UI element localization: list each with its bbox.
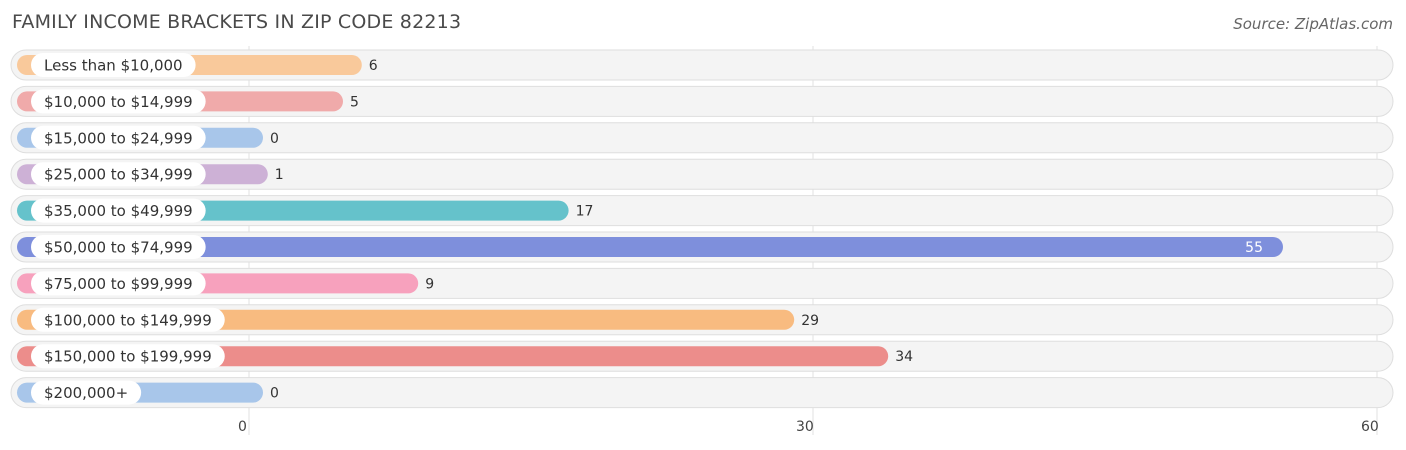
category-label-pill [31, 235, 206, 259]
bar-row: $150,000 to $199,999 34 [10, 340, 1394, 372]
category-label-pill [31, 53, 196, 77]
bar-row: $10,000 to $14,999 5 [10, 85, 1394, 117]
category-label: $10,000 to $14,999 [44, 93, 193, 111]
category-label: $75,000 to $99,999 [44, 275, 193, 293]
bar-track [10, 85, 1394, 117]
bar-track [10, 122, 1394, 154]
category-label: $25,000 to $34,999 [44, 166, 193, 184]
category-label-pill [31, 307, 225, 332]
value-label: 6 [369, 58, 378, 74]
category-label: $15,000 to $24,999 [44, 129, 193, 147]
category-label-pill [31, 89, 206, 114]
category-label-pill [31, 271, 206, 296]
category-label-pill [31, 125, 206, 150]
bar-track [10, 158, 1394, 190]
bar [17, 237, 1283, 257]
value-label: 29 [801, 313, 819, 329]
bar-row: $50,000 to $74,999 55 [10, 231, 1394, 263]
category-label: $150,000 to $199,999 [44, 348, 212, 366]
category-label-pill [31, 344, 225, 369]
value-label: 0 [270, 131, 279, 147]
x-tick-label: 30 [796, 419, 814, 435]
value-label: 5 [350, 94, 359, 110]
bar-row: $100,000 to $149,999 29 [10, 304, 1394, 336]
chart-source: Source: ZipAtlas.com [1233, 15, 1393, 33]
bar-row: $35,000 to $49,999 17 [10, 195, 1394, 227]
value-label: 34 [895, 349, 913, 365]
value-label: 55 [1245, 240, 1263, 256]
value-label: 1 [275, 167, 284, 183]
category-label: $100,000 to $149,999 [44, 311, 212, 329]
bar-row: $200,000+ 0 [10, 377, 1394, 409]
x-tick-label: 0 [238, 419, 247, 435]
value-label: 0 [270, 386, 279, 402]
category-label: $35,000 to $49,999 [44, 202, 193, 220]
x-tick-label: 60 [1361, 419, 1379, 435]
bar-track [10, 377, 1394, 409]
category-label-pill [31, 162, 206, 187]
category-label: $200,000+ [44, 384, 128, 402]
bar-row: $15,000 to $24,999 0 [10, 122, 1394, 154]
bar [17, 346, 889, 367]
category-label: Less than $10,000 [44, 57, 183, 75]
category-label: $50,000 to $74,999 [44, 239, 193, 257]
category-label-pill [31, 380, 142, 405]
bar-row: Less than $10,000 6 [10, 49, 1394, 81]
category-label-pill [31, 198, 206, 223]
chart-title: FAMILY INCOME BRACKETS IN ZIP CODE 82213 [12, 11, 462, 33]
value-label: 17 [576, 204, 594, 220]
bar-row: $25,000 to $34,999 1 [10, 158, 1394, 190]
value-label: 9 [425, 276, 434, 292]
bar-row: $75,000 to $99,999 9 [10, 267, 1394, 299]
